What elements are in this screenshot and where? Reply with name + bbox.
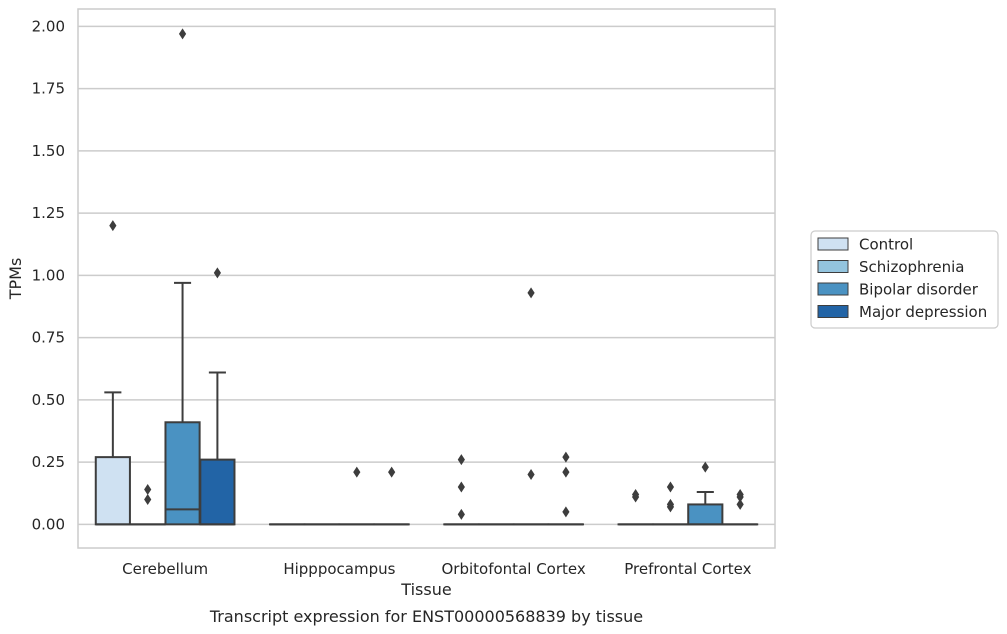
x-tick-label: Orbitofontal Cortex — [442, 560, 586, 578]
y-tick-label: 0.25 — [32, 453, 65, 471]
box-major-depression — [373, 466, 410, 526]
outlier-point — [457, 481, 465, 493]
x-tick-label: Prefrontal Cortex — [624, 560, 751, 578]
plot-area-frame — [77, 8, 776, 549]
box-control — [443, 454, 480, 526]
outlier-point — [736, 498, 744, 510]
box-schizophrenia — [129, 483, 166, 526]
y-tick-label: 2.00 — [32, 17, 65, 35]
y-tick-label: 1.00 — [32, 266, 65, 284]
outlier-point — [527, 287, 535, 299]
box-bipolar-disorder — [512, 287, 550, 526]
outlier-point — [388, 466, 396, 478]
x-tick-label: Cerebellum — [122, 560, 208, 578]
outlier-point — [109, 220, 117, 232]
legend-label: Control — [859, 236, 913, 254]
box-control — [617, 488, 654, 526]
outlier-point — [736, 488, 744, 500]
outlier-point — [144, 493, 152, 505]
outlier-point — [527, 469, 535, 481]
legend-swatch — [817, 260, 849, 273]
y-tick-label: 1.25 — [32, 204, 65, 222]
outlier-point — [457, 454, 465, 466]
y-axis-ticks: 0.00 0.25 0.50 0.75 1.00 1.25 1.50 1.75 2.00 — [32, 17, 65, 533]
outlier-point — [562, 466, 570, 478]
box-iqr — [94, 456, 131, 526]
legend-swatch — [817, 305, 849, 318]
box-iqr — [687, 503, 724, 526]
box-major-depression — [547, 451, 584, 526]
box-iqr — [164, 421, 201, 526]
outlier-point — [632, 488, 640, 500]
y-tick-label: 0.50 — [32, 391, 65, 409]
legend: Control Schizophrenia Bipolar disorder Majo… — [810, 230, 999, 329]
outlier-point — [353, 466, 361, 478]
box-bipolar-disorder — [164, 28, 201, 526]
y-axis-label: TPMs — [6, 258, 25, 301]
outlier-point — [666, 498, 675, 510]
legend-box — [810, 230, 999, 329]
box-series — [94, 28, 759, 526]
outlier-point — [178, 28, 187, 40]
legend-label: Bipolar disorder — [859, 281, 979, 299]
box-bipolar-disorder — [687, 461, 724, 526]
legend-label: Schizophrenia — [859, 258, 964, 276]
box-iqr — [199, 458, 236, 526]
y-tick-label: 0.00 — [32, 515, 65, 533]
x-axis-ticks: Cerebellum Hipppocampus Orbitofontal Corte… — [122, 560, 751, 578]
x-axis-label: Tissue — [400, 580, 451, 599]
legend-swatch — [817, 282, 849, 296]
outlier-point — [457, 508, 465, 520]
legend-swatch — [817, 237, 849, 251]
outlier-point — [144, 483, 152, 495]
y-tick-label: 0.75 — [32, 329, 65, 347]
outlier-point — [666, 481, 675, 493]
x-tick-label: Hipppocampus — [283, 560, 395, 578]
box-control — [94, 220, 131, 526]
outlier-point — [213, 267, 221, 279]
box-schizophrenia — [652, 481, 689, 526]
outlier-point — [562, 506, 570, 518]
box-bipolar-disorder — [338, 466, 375, 526]
y-tick-label: 1.50 — [32, 142, 65, 160]
box-major-depression — [722, 488, 759, 526]
outlier-point — [701, 461, 709, 473]
box-major-depression — [199, 267, 236, 526]
y-tick-label: 1.75 — [32, 80, 65, 98]
chart-caption: Transcript expression for ENST0000056883… — [209, 607, 643, 626]
outlier-point — [562, 451, 570, 463]
legend-label: Major depression — [859, 303, 987, 321]
